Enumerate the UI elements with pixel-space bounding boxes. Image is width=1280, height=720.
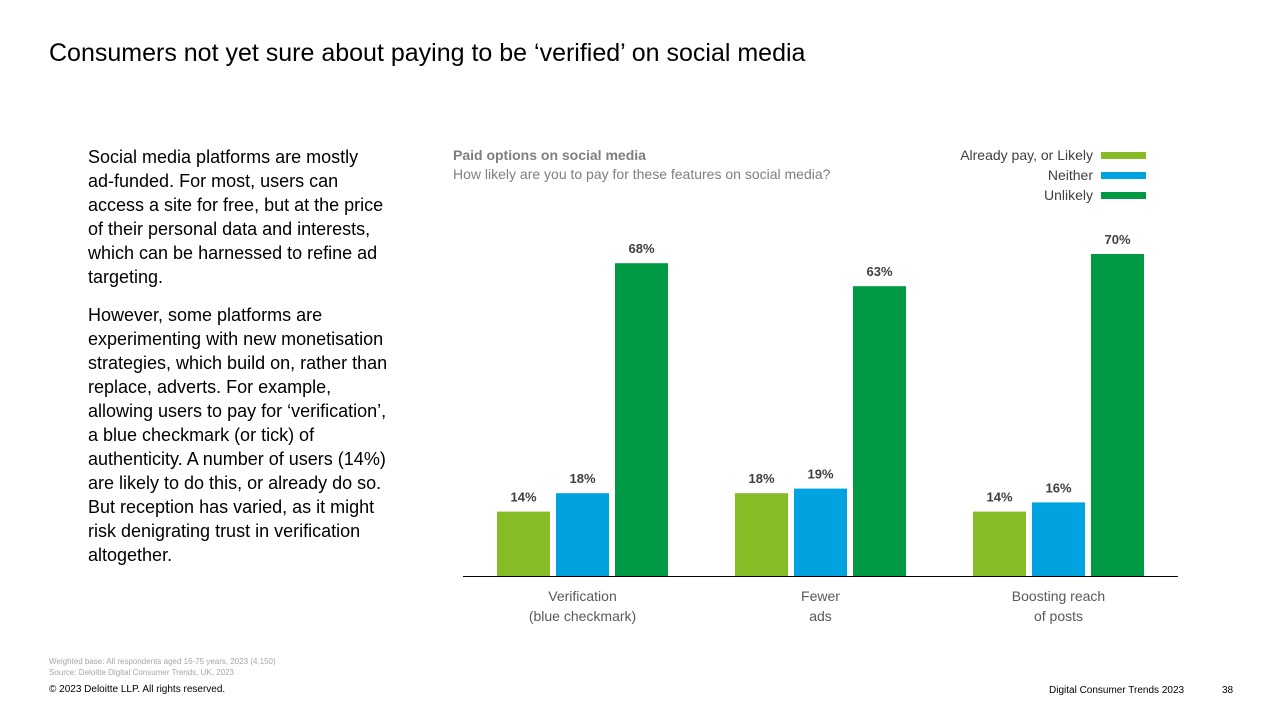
bar-neither-3 (1032, 502, 1085, 576)
bar-likely-1 (497, 511, 550, 576)
data-label-unlikely-1: 68% (628, 241, 654, 256)
category-label-1-line-1: Verification (548, 588, 616, 604)
legend-label-likely: Already pay, or Likely (960, 147, 1093, 163)
base-note: Weighted base: All respondents aged 16-7… (49, 657, 276, 666)
bar-unlikely-2 (853, 286, 906, 576)
legend-label-unlikely: Unlikely (1043, 187, 1093, 203)
copyright: © 2023 Deloitte LLP. All rights reserved… (49, 684, 226, 695)
category-label-2-line-2: ads (809, 608, 832, 624)
bar-unlikely-1 (615, 263, 668, 576)
footer-title: Digital Consumer Trends 2023 (1049, 685, 1185, 696)
body-text: Social media platforms are mostly ad-fun… (88, 145, 388, 581)
slide-title: Consumers not yet sure about paying to b… (49, 39, 806, 67)
data-label-unlikely-3: 70% (1104, 232, 1130, 247)
bar-neither-2 (794, 488, 847, 576)
legend-swatch-unlikely (1101, 191, 1146, 199)
chart-subtitle: How likely are you to pay for these feat… (453, 166, 831, 182)
legend-swatch-likely (1101, 151, 1146, 159)
source-note: Source: Deloitte Digital Consumer Trends… (49, 668, 234, 677)
category-label-3-line-2: of posts (1034, 608, 1083, 624)
chart-legend: Already pay, or Likely Neither Unlikely (960, 145, 1146, 205)
legend-item-unlikely: Unlikely (960, 185, 1146, 205)
category-label-1-line-2: (blue checkmark) (529, 608, 636, 624)
body-paragraph-2: However, some platforms are experimentin… (88, 305, 388, 565)
chart-title: Paid options on social media (453, 147, 646, 163)
bar-neither-1 (556, 493, 609, 576)
legend-swatch-neither (1101, 171, 1146, 179)
page-number: 38 (1222, 685, 1234, 696)
data-label-neither-1: 18% (569, 471, 595, 486)
data-label-neither-3: 16% (1045, 480, 1071, 495)
category-label-2-line-1: Fewer (801, 588, 840, 604)
data-label-neither-2: 19% (807, 467, 833, 482)
data-label-likely-2: 18% (748, 471, 774, 486)
legend-label-neither: Neither (1047, 167, 1093, 183)
data-label-likely-3: 14% (986, 490, 1012, 505)
legend-item-neither: Neither (960, 165, 1146, 185)
body-paragraph-1: Social media platforms are mostly ad-fun… (88, 147, 384, 287)
bar-unlikely-3 (1091, 254, 1144, 576)
data-label-unlikely-2: 63% (866, 264, 892, 279)
bar-likely-2 (735, 493, 788, 576)
legend-item-likely: Already pay, or Likely (960, 145, 1146, 165)
bar-likely-3 (973, 511, 1026, 576)
data-label-likely-1: 14% (510, 490, 536, 505)
category-label-3-line-1: Boosting reach (1012, 588, 1105, 604)
